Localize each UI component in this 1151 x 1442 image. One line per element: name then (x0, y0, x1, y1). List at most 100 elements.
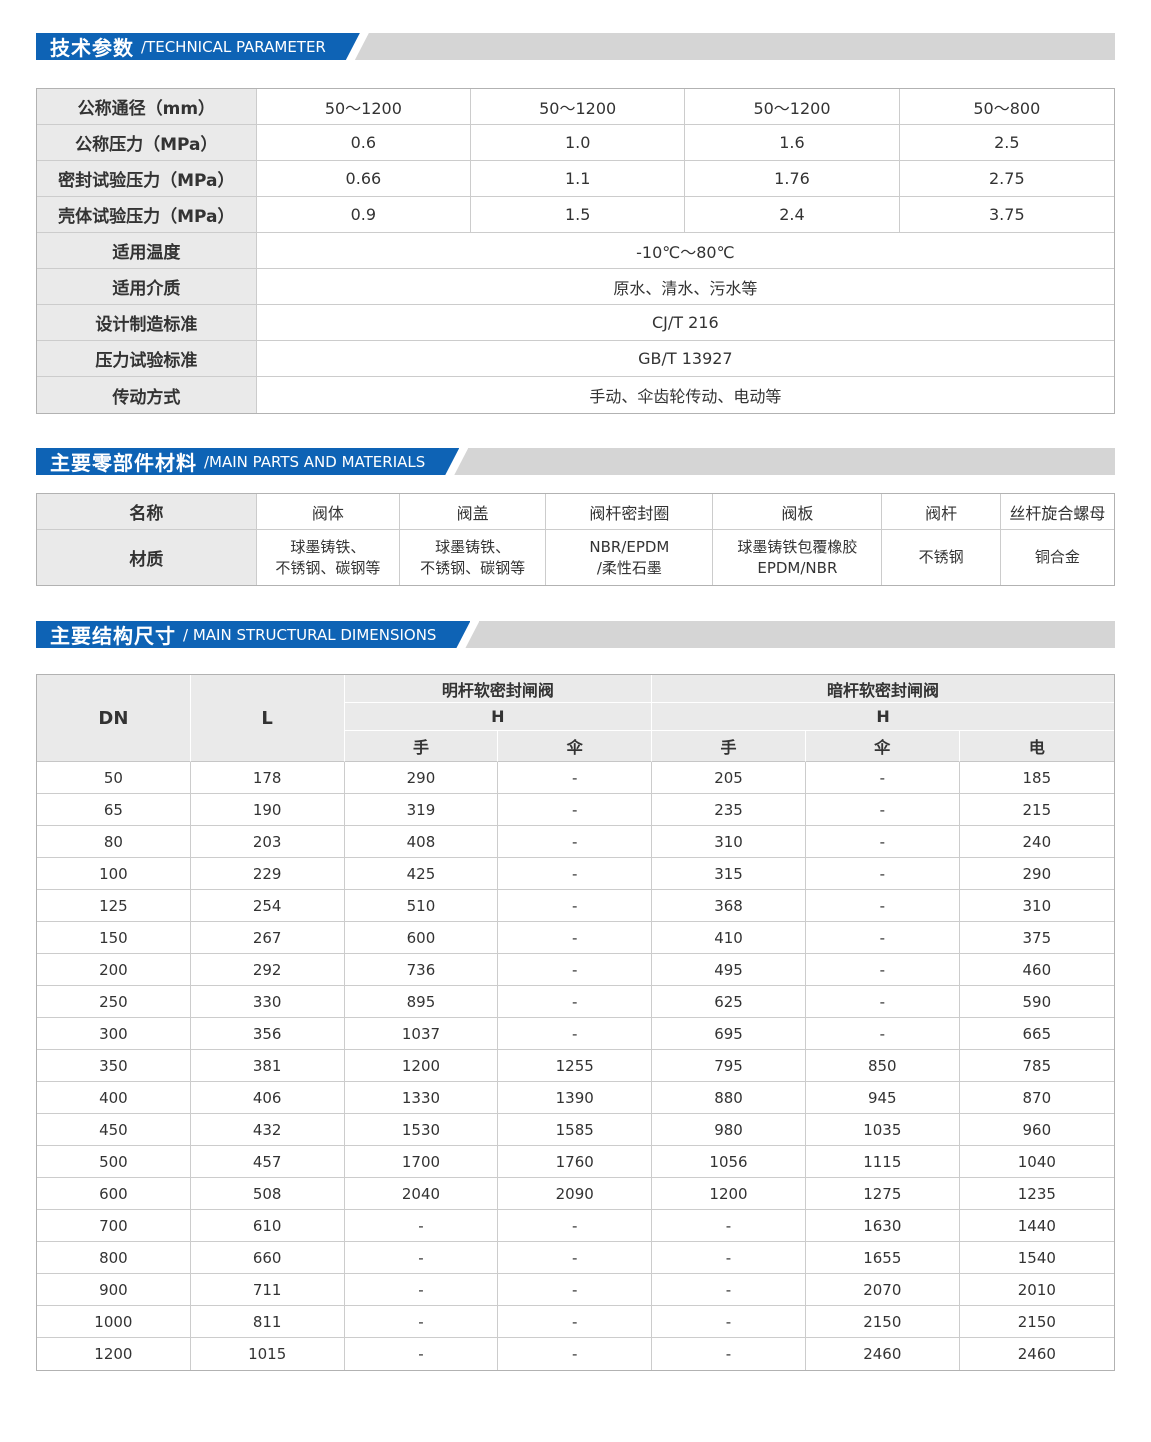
dimension-value: 1700 (344, 1146, 499, 1178)
dimension-value: 229 (190, 858, 345, 890)
table-row: 250 330 895-625-590 (37, 986, 1114, 1018)
dimension-value: 250 (37, 986, 191, 1018)
dimension-value: - (805, 890, 960, 922)
dimension-value: 495 (652, 954, 806, 986)
dimension-value: 1037 (344, 1018, 499, 1050)
part-name: 丝杆旋合螺母 (1000, 494, 1114, 530)
param-label: 密封试验压力（MPa） (37, 161, 257, 197)
material-row-label: 材质 (37, 530, 257, 585)
dimension-value: - (345, 1338, 499, 1370)
dimension-value: 736 (344, 954, 499, 986)
param-label: 传动方式 (37, 377, 257, 413)
table-row: DN L 明杆软密封闸阀 暗杆软密封闸阀 (37, 675, 1114, 762)
dimension-value: 1440 (959, 1210, 1114, 1242)
section-title-en: /MAIN PARTS AND MATERIALS (204, 452, 426, 471)
dimension-value: - (498, 1274, 653, 1306)
dimension-value: - (498, 1338, 653, 1370)
dimensions-table: DN L 明杆软密封闸阀 暗杆软密封闸阀 H H 手 伞 手 伞 电 50 178… (36, 674, 1115, 1371)
part-material: 球墨铸铁包覆橡胶 EPDM/NBR (713, 530, 883, 585)
section-header-slant: 主要结构尺寸 / MAIN STRUCTURAL DIMENSIONS (36, 621, 479, 648)
param-value: 0.6 (256, 125, 472, 161)
dimension-value: 100 (37, 858, 191, 890)
param-value-merged: CJ/T 216 (256, 305, 1114, 341)
dimension-value: 2040 (344, 1178, 499, 1210)
materials-table: 名称 阀体 阀盖 阀杆密封圈 阀板 阀杆 丝杆旋合螺母 材质 球墨铸铁、 不锈钢、碳钢等 球墨铸铁… (36, 493, 1115, 586)
dimension-value: 600 (344, 922, 499, 954)
param-value: 2.4 (685, 197, 900, 233)
dimension-value: 125 (37, 890, 191, 922)
dimension-value: 1630 (805, 1210, 960, 1242)
table-row: 50 178 290-205-185 (37, 762, 1114, 794)
section-title-en: / MAIN STRUCTURAL DIMENSIONS (183, 625, 437, 644)
dimension-value: 381 (190, 1050, 345, 1082)
section-header-main-parts-materials: 主要零部件材料 /MAIN PARTS AND MATERIALS (36, 448, 1115, 475)
dimension-value: - (498, 890, 653, 922)
part-name: 阀杆 (882, 494, 1001, 530)
dimension-value: - (498, 1210, 653, 1242)
dimension-value: 1275 (805, 1178, 960, 1210)
dimension-value: 711 (190, 1274, 345, 1306)
param-label: 公称压力（MPa） (37, 125, 257, 161)
dimension-value: 410 (652, 922, 806, 954)
section-title-cn: 主要零部件材料 (50, 451, 197, 475)
dimension-value: 205 (652, 762, 806, 794)
param-value: 2.5 (899, 125, 1114, 161)
table-row: 150 267 600-410-375 (37, 922, 1114, 954)
table-row: 公称压力（MPa） 0.6 1.0 1.6 2.5 (37, 125, 1114, 161)
param-value: 0.9 (256, 197, 472, 233)
section-title-en: /TECHNICAL PARAMETER (141, 37, 326, 56)
dimension-value: - (652, 1338, 806, 1370)
group-header-rising-stem: 明杆软密封闸阀 (344, 675, 653, 703)
dimensions-body: 50 178 290-205-185 65 190 319-235-215 80 203 408… (37, 762, 1114, 1370)
param-value: 1.0 (471, 125, 686, 161)
dimension-value: 356 (190, 1018, 345, 1050)
dimension-value: 368 (652, 890, 806, 922)
dimension-value: - (805, 954, 960, 986)
dimension-value: 2150 (959, 1306, 1114, 1338)
table-row: 适用介质 原水、清水、污水等 (37, 269, 1114, 305)
section-header-slant: 主要零部件材料 /MAIN PARTS AND MATERIALS (36, 448, 468, 475)
dimension-value: 267 (190, 922, 345, 954)
param-label: 设计制造标准 (37, 305, 257, 341)
param-value-merged: GB/T 13927 (256, 341, 1114, 377)
part-material: 铜合金 (1034, 548, 1080, 567)
param-label: 公称通径（mm） (37, 89, 257, 125)
dimension-value: 1056 (652, 1146, 806, 1178)
material-row-label: 名称 (37, 494, 257, 530)
dimension-value: 1035 (805, 1114, 960, 1146)
table-row: 800 660- - -1655 1540 (37, 1242, 1114, 1274)
col-header-dn: DN (37, 675, 191, 762)
dimension-value: 254 (190, 890, 345, 922)
dimension-value: 2460 (1017, 1345, 1056, 1363)
param-value: 50～1200 (471, 89, 686, 125)
section-header-blue-ribbon: 主要零部件材料 /MAIN PARTS AND MATERIALS (36, 448, 459, 475)
dimension-value: 2070 (805, 1274, 960, 1306)
param-value: 1.76 (685, 161, 900, 197)
dimension-value: - (344, 1306, 499, 1338)
dimension-value: 432 (190, 1114, 345, 1146)
dimension-value: 150 (37, 922, 191, 954)
dimension-value: 425 (344, 858, 499, 890)
param-label: 适用介质 (37, 269, 257, 305)
part-name: 阀板 (713, 494, 883, 530)
section-header-blue-ribbon: 主要结构尺寸 / MAIN STRUCTURAL DIMENSIONS (36, 621, 470, 648)
dimension-value: 1655 (805, 1242, 960, 1274)
dimension-value: 695 (652, 1018, 806, 1050)
dimension-value: 900 (37, 1274, 191, 1306)
dimension-value: - (498, 922, 653, 954)
table-row: 300 356 1037-695-665 (37, 1018, 1114, 1050)
dimension-value: 65 (37, 794, 191, 826)
table-row: 600 508 2040 2090 1200 1275 1235 (37, 1178, 1114, 1210)
dimension-value: - (805, 826, 960, 858)
table-row: 公称通径（mm） 50～1200 50～1200 50～1200 50～800 (37, 89, 1114, 125)
param-value: 3.75 (899, 197, 1114, 233)
param-value-merged: 原水、清水、污水等 (256, 269, 1114, 305)
dimension-value: 870 (959, 1082, 1114, 1114)
dimension-value: - (652, 1210, 806, 1242)
dimension-value: - (805, 794, 960, 826)
section-title-cn: 技术参数 (50, 36, 134, 60)
table-row: 400 406 1330 1390 880 945 870 (37, 1082, 1114, 1114)
dimension-value: - (498, 1242, 653, 1274)
part-material: 球墨铸铁、 不锈钢、碳钢等 (400, 530, 547, 585)
dimension-value: - (344, 1242, 499, 1274)
